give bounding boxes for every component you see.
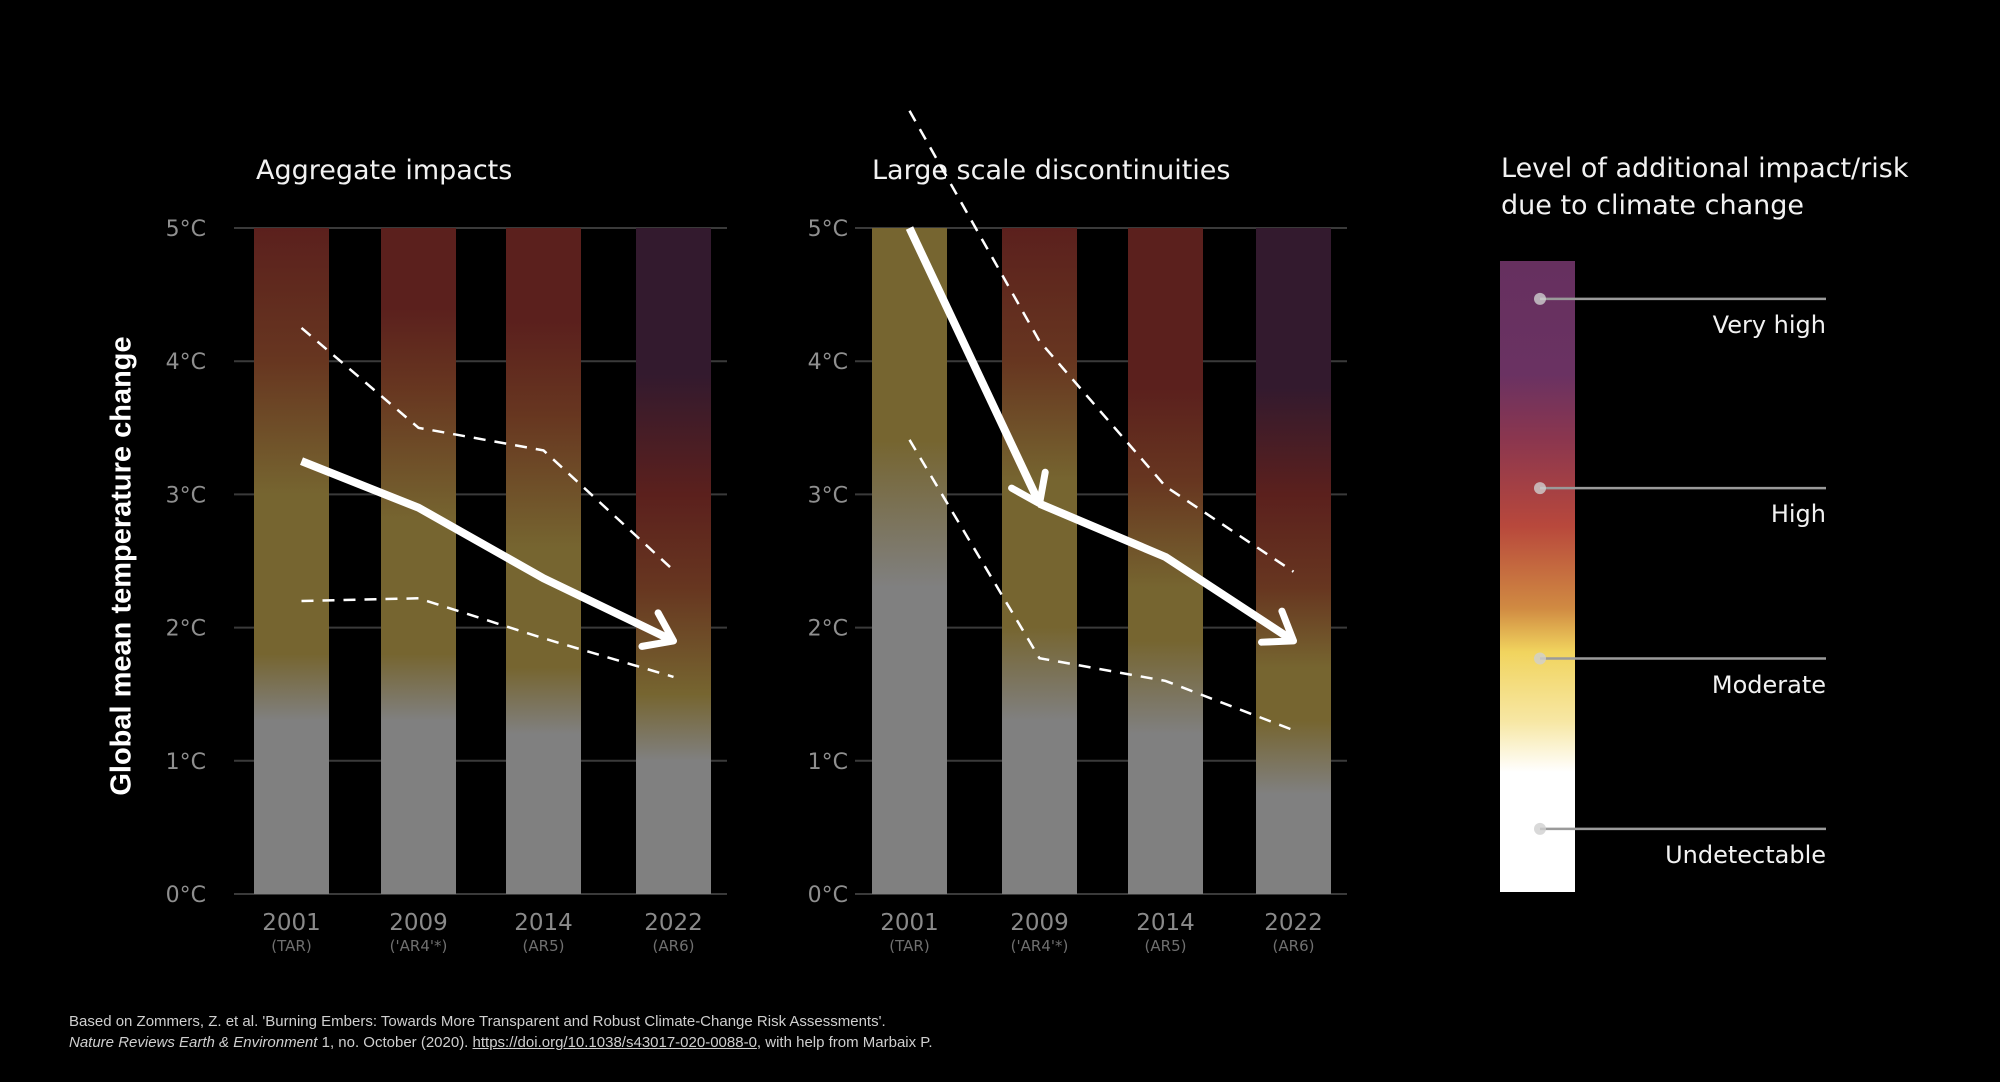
legend-label-very-high: Very high <box>1712 310 1826 339</box>
y-tick-label: 5°C <box>808 217 848 242</box>
x-tick-year: 2022 <box>1264 910 1323 936</box>
doi-link[interactable]: https://doi.org/10.1038/s43017-020-0088-… <box>472 1034 757 1051</box>
x-tick-report: (TAR) <box>271 937 311 955</box>
y-tick-label: 2°C <box>166 617 206 642</box>
y-tick-label: 1°C <box>166 750 206 775</box>
y-tick-label: 3°C <box>166 483 206 508</box>
ember-bar-2022 <box>1256 228 1331 894</box>
large-scale-discontinuities-chart: 0°C 1°C 2°C 3°C 4°C 5°C 2001(TAR) 2009('AR4'*) 2… <box>808 110 1347 955</box>
central-trend-line <box>300 457 676 645</box>
legend-color-bar <box>1500 261 1575 892</box>
journal-name: Nature Reviews Earth & Environment <box>69 1034 318 1051</box>
x-tick-report: (AR6) <box>1273 937 1315 955</box>
arrowhead-icon <box>1258 607 1297 646</box>
upper-bound-dashed-line <box>908 110 1295 573</box>
x-tick-year: 2009 <box>389 910 448 936</box>
x-tick-year: 2022 <box>644 910 703 936</box>
aggregate-impacts-title: Aggregate impacts <box>256 155 513 186</box>
central-trend-line-segment2 <box>1037 500 1296 645</box>
footer-citation-line2: Nature Reviews Earth & Environment 1, no… <box>69 1034 933 1051</box>
legend-label-undetectable: Undetectable <box>1665 840 1826 869</box>
y-tick-label: 3°C <box>808 483 848 508</box>
citation-tail: , with help from Marbaix P. <box>756 1034 933 1051</box>
ember-bar-2009 <box>1002 228 1077 894</box>
legend-label-moderate: Moderate <box>1711 670 1826 699</box>
citation-details: 1, no. October (2020). <box>317 1034 473 1051</box>
upper-bound-dashed-line <box>300 326 675 572</box>
legend-marker-dot <box>1534 652 1546 665</box>
ember-bar-2001 <box>254 228 329 894</box>
x-tick-report: (AR5) <box>1145 937 1187 955</box>
footer-citation-line1: Based on Zommers, Z. et al. 'Burning Emb… <box>69 1013 886 1030</box>
x-tick-year: 2014 <box>514 910 573 936</box>
y-tick-label: 2°C <box>808 617 848 642</box>
x-tick-report: ('AR4'*) <box>390 937 448 955</box>
lower-bound-dashed-line <box>301 597 674 679</box>
y-tick-label: 4°C <box>808 350 848 375</box>
legend <box>1500 261 1826 892</box>
aggregate-impacts-chart: 0°C 1°C 2°C 3°C 4°C 5°C 2001(TAR) 2009('AR4'*) 2… <box>166 217 727 955</box>
legend-marker-dot <box>1534 822 1546 835</box>
y-tick-label: 1°C <box>808 750 848 775</box>
x-tick-year: 2014 <box>1136 910 1195 936</box>
arrowhead-icon <box>638 609 677 650</box>
ember-bar-2009 <box>381 228 456 894</box>
y-tick-label: 4°C <box>166 350 206 375</box>
ember-bar-2001 <box>872 228 947 894</box>
y-tick-label: 0°C <box>808 883 848 908</box>
x-tick-report: (AR5) <box>523 937 565 955</box>
x-tick-report: ('AR4'*) <box>1011 937 1069 955</box>
central-trend-line-segment1 <box>905 226 1044 506</box>
legend-title: Level of additional impact/risk due to c… <box>1501 150 1971 224</box>
x-tick-year: 2001 <box>880 910 939 936</box>
lower-bound-dashed-line <box>908 439 1294 732</box>
legend-title-line1: Level of additional impact/risk <box>1501 153 1909 184</box>
ember-bar-2022 <box>636 228 711 894</box>
x-tick-year: 2009 <box>1010 910 1069 936</box>
legend-marker-dot <box>1534 292 1546 305</box>
x-tick-report: (AR6) <box>653 937 695 955</box>
x-tick-year: 2001 <box>262 910 321 936</box>
legend-title-line2: due to climate change <box>1501 190 1804 221</box>
y-tick-label: 5°C <box>166 217 206 242</box>
y-tick-label: 0°C <box>166 883 206 908</box>
large-scale-discontinuities-title: Large scale discontinuities <box>872 155 1231 186</box>
legend-label-high: High <box>1770 500 1826 529</box>
legend-marker-dot <box>1534 482 1546 495</box>
x-tick-report: (TAR) <box>889 937 929 955</box>
